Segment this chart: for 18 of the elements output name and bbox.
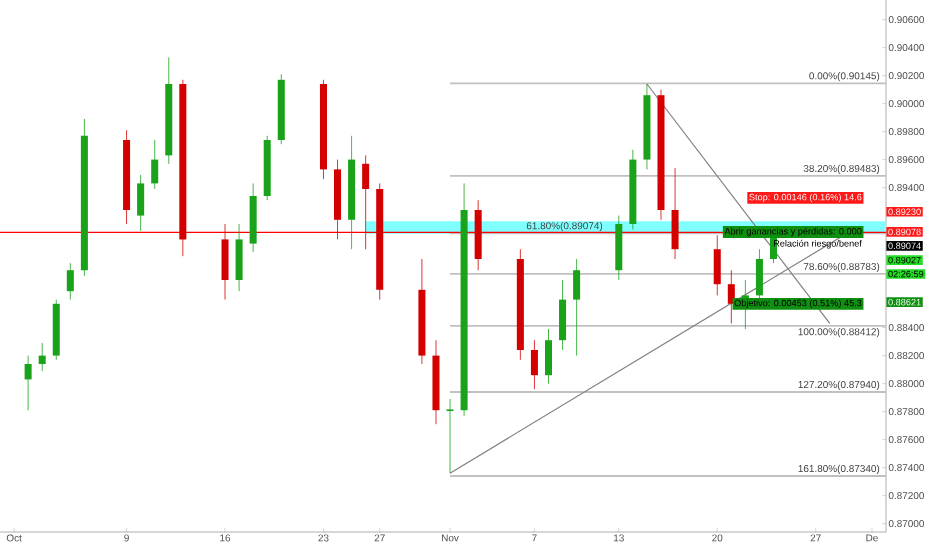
candlestick (713, 234, 721, 296)
candlestick (615, 215, 623, 281)
candlestick (544, 328, 552, 384)
candlestick (362, 155, 370, 250)
candlestick (530, 339, 538, 390)
candlestick (445, 398, 455, 474)
candlestick (249, 183, 257, 253)
candlestick (38, 342, 46, 372)
candlestick (221, 223, 229, 300)
candlestick (235, 223, 243, 292)
candlestick (727, 269, 735, 324)
candlestick (151, 139, 159, 190)
candlestick (66, 262, 74, 300)
candlestick (137, 174, 145, 232)
candlestick (671, 167, 679, 260)
candlestick (24, 355, 32, 411)
candlestick (559, 279, 567, 351)
candlestick (573, 258, 581, 356)
